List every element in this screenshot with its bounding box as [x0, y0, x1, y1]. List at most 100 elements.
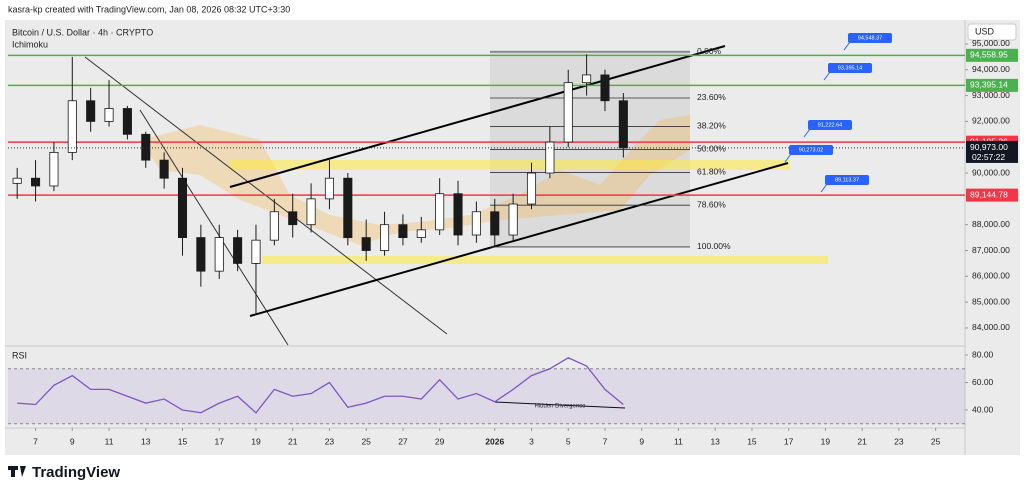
candle-body: [453, 193, 463, 236]
candle: [471, 201, 481, 243]
candle: [159, 152, 169, 189]
last-price-label: 90,973.00: [970, 142, 1008, 152]
candle-body: [251, 239, 261, 264]
price-level-tag: [966, 48, 1018, 62]
last-price-tag: [966, 140, 1018, 163]
callout-pointer: [803, 128, 811, 138]
trend-line: [249, 162, 789, 317]
candle-body: [122, 108, 132, 135]
candle-body: [508, 203, 518, 236]
fib-label: 0.00%: [697, 46, 722, 56]
y-tick-label: 88,000.00: [972, 219, 1010, 229]
y-tick-label: 94,000.00: [972, 64, 1010, 74]
x-tick-label: 13: [141, 436, 151, 446]
trend-line: [229, 159, 326, 188]
candle-body: [288, 211, 298, 226]
candle: [141, 131, 151, 168]
y-tick-label: 85,000.00: [972, 296, 1010, 306]
candle-body: [233, 237, 243, 264]
x-tick-label: 29: [435, 436, 445, 446]
y-tick-label: 60.00: [972, 377, 994, 387]
price-level-label: 94,558.95: [970, 50, 1008, 60]
currency: USD: [975, 26, 995, 36]
price-level-tag: [966, 78, 1018, 92]
fib-label: 100.00%: [697, 241, 731, 251]
candle-body: [343, 177, 353, 238]
candle: [196, 224, 206, 287]
candle: [12, 167, 22, 199]
candle: [49, 142, 59, 192]
price-level-label: 89,144.78: [970, 189, 1008, 199]
candle-body: [398, 224, 408, 238]
candle-body: [361, 237, 371, 251]
brand-logo: [8, 466, 26, 477]
candle-body: [600, 74, 610, 102]
candle-body: [31, 177, 41, 187]
currency-button[interactable]: [967, 23, 1017, 41]
callout-pointer: [823, 71, 831, 81]
candle: [435, 178, 445, 236]
candle: [600, 69, 610, 112]
candle: [398, 214, 408, 246]
candle-body: [545, 141, 555, 174]
rsi-band: [8, 368, 965, 424]
candle-body: [67, 100, 77, 153]
y-tick-label: 87,000.00: [972, 245, 1010, 255]
x-tick-label: 3: [529, 436, 534, 446]
x-tick-label: 17: [784, 436, 794, 446]
candle-body: [196, 237, 206, 272]
candle-body: [49, 151, 59, 187]
candle: [526, 162, 537, 210]
candle-body: [214, 237, 224, 272]
candle-body: [12, 177, 22, 184]
candle-body: [526, 172, 537, 205]
candle: [380, 211, 390, 256]
fib-label: 38.20%: [697, 121, 726, 131]
y-tick-label: 86,000.00: [972, 271, 1010, 281]
x-tick-label: 15: [178, 436, 188, 446]
price-level-tag: [966, 188, 1018, 202]
x-tick-label: 23: [894, 436, 904, 446]
candle-body: [435, 193, 445, 231]
candle-body: [306, 198, 316, 226]
x-tick-label: 15: [747, 436, 757, 446]
candle-body: [141, 133, 151, 161]
candle: [490, 198, 500, 246]
brand: TradingView: [32, 464, 120, 481]
y-tick-label: 90,000.00: [972, 167, 1010, 177]
callout-pointer: [843, 41, 851, 51]
y-tick-label: 95,000.00: [972, 38, 1010, 48]
candle-body: [324, 177, 334, 200]
candle: [104, 80, 114, 127]
candle-body: [618, 100, 628, 149]
support-zone: [262, 256, 828, 264]
candle-body: [104, 108, 114, 122]
y-tick-label: 80.00: [972, 349, 994, 359]
chart-title: Bitcoin / U.S. Dollar · 4h · CRYPTO: [12, 27, 153, 37]
candle-body: [159, 159, 169, 179]
callout-label: 89,113.37: [835, 177, 859, 183]
candle: [269, 198, 279, 246]
callout-box: [825, 175, 869, 185]
candle: [122, 105, 132, 140]
candle: [31, 160, 41, 202]
x-tick-label: 9: [70, 436, 75, 446]
candle-body: [380, 224, 390, 251]
x-tick-label: 21: [857, 436, 867, 446]
x-tick-label: 17: [215, 436, 225, 446]
candle: [545, 126, 555, 179]
candle: [177, 167, 188, 256]
divergence-line: [494, 401, 626, 409]
candle: [306, 183, 316, 233]
candle-body: [177, 177, 188, 238]
candle-body: [471, 211, 481, 236]
x-tick-label: 5: [566, 436, 571, 446]
y-tick-label: 93,000.00: [972, 90, 1010, 100]
fib-label: 61.80%: [697, 167, 726, 177]
x-tick-label: 7: [603, 436, 608, 446]
x-tick-label: 23: [325, 436, 335, 446]
callout-label: 93,395.14: [838, 65, 862, 71]
candle: [233, 229, 243, 272]
